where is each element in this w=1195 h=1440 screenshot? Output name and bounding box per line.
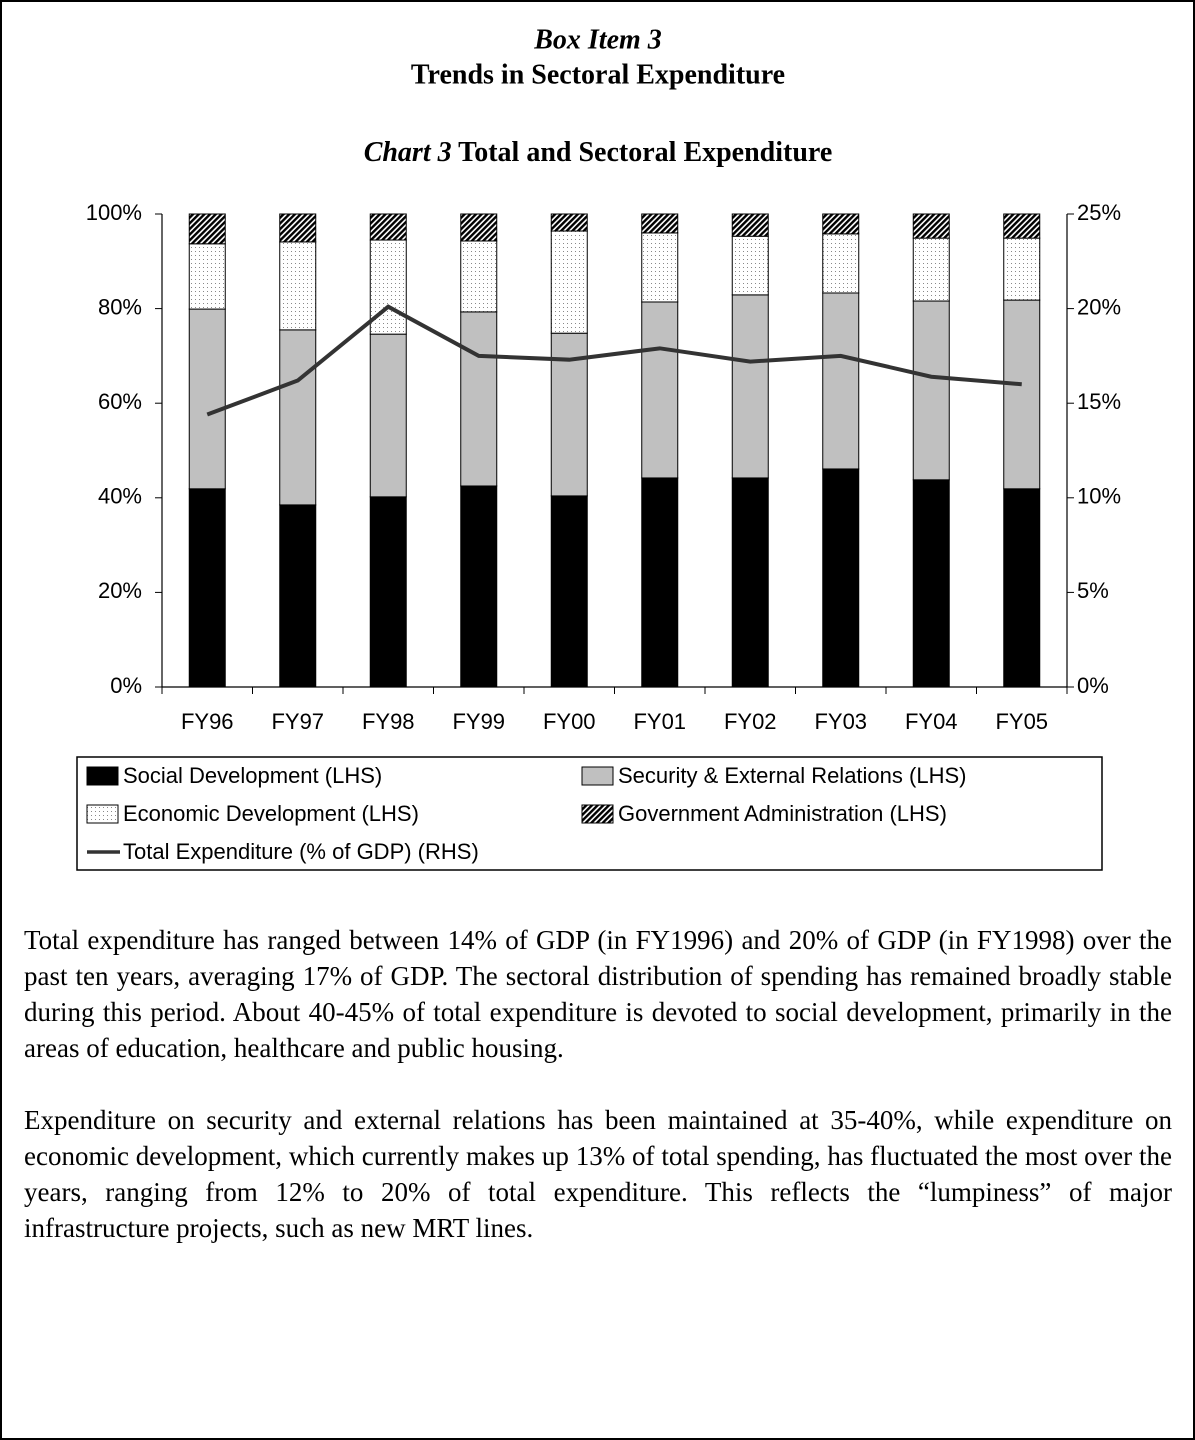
bar-segment [279,329,317,506]
x-tick-label: FY03 [814,709,867,734]
bar-segment [731,235,769,296]
paragraph: Total expenditure has ranged between 14%… [24,925,1172,1063]
x-tick-label: FY01 [633,709,686,734]
bar-segment [550,213,588,232]
bar-segment [460,485,498,688]
body-text: Total expenditure has ranged between 14%… [24,922,1172,1282]
bar-segment [1003,213,1041,239]
bar-segment [460,311,498,487]
legend-swatch [581,804,614,824]
y2-tick-label: 5% [1077,578,1109,603]
bar-segment [188,243,226,310]
bar-segment [1003,299,1041,490]
bar-segment [279,213,317,243]
bar-segment [641,301,679,479]
bar-segment [188,308,226,490]
bar-segment [1003,237,1041,301]
box-title: Trends in Sectoral Expenditure [411,59,785,90]
y-tick-label: 100% [86,200,142,225]
y2-tick-label: 20% [1077,294,1121,319]
bar-segment [188,213,226,245]
legend-label: Total Expenditure (% of GDP) (RHS) [123,839,479,864]
x-tick-label: FY04 [905,709,958,734]
bar-segment [912,300,950,481]
legend-label: Security & External Relations (LHS) [618,763,966,788]
paragraph: Expenditure on security and external rel… [24,1105,1172,1243]
bar-segment [279,504,317,688]
y-tick-label: 60% [98,389,142,414]
bar-segment [460,213,498,242]
legend-swatch [86,766,119,786]
y2-tick-label: 15% [1077,389,1121,414]
bar-segment [550,230,588,334]
legend-label: Economic Development (LHS) [123,801,419,826]
bar-segment [731,477,769,688]
x-tick-label: FY02 [724,709,777,734]
bar-segment [188,488,226,688]
y2-tick-label: 0% [1077,673,1109,698]
box-label: Box Item 3 [533,24,662,55]
y-tick-label: 40% [98,484,142,509]
bar-segment [369,333,407,498]
x-tick-label: FY98 [362,709,415,734]
bar-segment [550,495,588,688]
bar-segment [641,232,679,303]
chart-title-line: Chart 3 Total and Sectoral Expenditure [364,137,833,168]
bar-segment [460,240,498,313]
legend-label: Government Administration (LHS) [618,801,947,826]
y-tick-label: 80% [98,294,142,319]
bar-segment [731,213,769,237]
x-tick-label: FY05 [995,709,1048,734]
bar-segment [641,213,679,234]
legend-swatch [581,766,614,786]
bar-segment [822,213,860,235]
bar-segment [369,213,407,241]
x-tick-label: FY97 [271,709,324,734]
y-tick-label: 20% [98,578,142,603]
bar-segment [912,213,950,239]
x-tick-label: FY00 [543,709,596,734]
x-tick-label: FY96 [181,709,234,734]
bar-segment [822,468,860,688]
bar-segment [731,294,769,479]
bar-segment [912,479,950,688]
bar-segment [1003,488,1041,688]
y-tick-label: 0% [110,673,142,698]
chart: Box Item 3 Trends in Sectoral Expenditur… [76,24,1121,871]
bar-segment [279,241,317,331]
chart-label: Chart 3 [364,137,452,168]
chart-title: Total and Sectoral Expenditure [458,137,832,168]
bar-segment [641,477,679,688]
legend-box [76,756,1103,871]
legend-label: Social Development (LHS) [123,763,382,788]
y2-tick-label: 10% [1077,484,1121,509]
bar-segment [822,292,860,470]
line [206,304,1022,417]
bar-segment [912,237,950,302]
x-tick-label: FY99 [452,709,505,734]
bar-segment [369,496,407,688]
y2-tick-label: 25% [1077,200,1121,225]
legend-swatch [86,804,119,824]
bar-segment [822,233,860,294]
bar-segment [369,239,407,335]
